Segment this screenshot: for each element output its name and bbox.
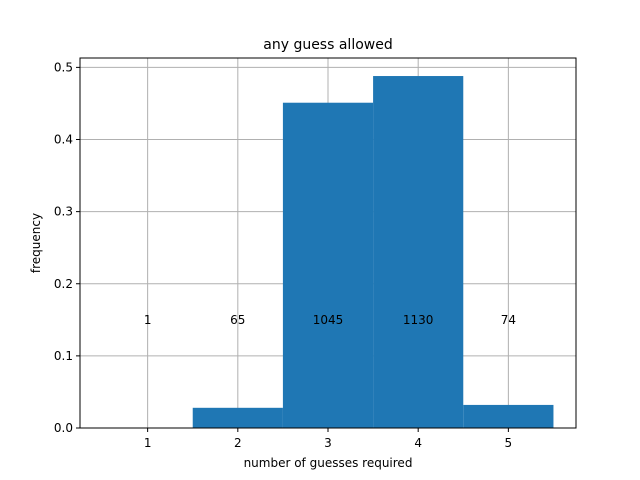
x-tick-label-2: 2 bbox=[234, 436, 242, 450]
bar-5 bbox=[463, 404, 554, 428]
x-tick-label-4: 4 bbox=[414, 436, 422, 450]
y-tick-label-5: 0.5 bbox=[54, 60, 73, 74]
count-label-3: 1045 bbox=[313, 313, 344, 327]
count-labels: 1 65 1045 1130 74 bbox=[144, 313, 516, 327]
x-tick-label-3: 3 bbox=[324, 436, 332, 450]
bar-2 bbox=[192, 407, 283, 428]
y-tick-label-0: 0.0 bbox=[54, 421, 73, 435]
bar-4 bbox=[373, 76, 464, 428]
y-tick-label-3: 0.3 bbox=[54, 205, 73, 219]
bars bbox=[192, 76, 554, 428]
y-tick-label-4: 0.4 bbox=[54, 133, 73, 147]
x-tick-label-1: 1 bbox=[144, 436, 152, 450]
ticks: 1 2 3 4 5 0.0 0.1 0.2 0.3 0.4 0.5 bbox=[54, 60, 512, 450]
count-label-5: 74 bbox=[501, 313, 516, 327]
count-label-1: 1 bbox=[144, 313, 152, 327]
y-axis-label: frequency bbox=[29, 213, 43, 273]
count-label-2: 65 bbox=[230, 313, 245, 327]
x-axis-label: number of guesses required bbox=[244, 456, 413, 470]
y-tick-label-2: 0.2 bbox=[54, 277, 73, 291]
count-label-4: 1130 bbox=[403, 313, 434, 327]
y-tick-label-1: 0.1 bbox=[54, 349, 73, 363]
chart-title: any guess allowed bbox=[263, 37, 392, 53]
x-tick-label-5: 5 bbox=[505, 436, 513, 450]
bar-3 bbox=[282, 102, 374, 428]
